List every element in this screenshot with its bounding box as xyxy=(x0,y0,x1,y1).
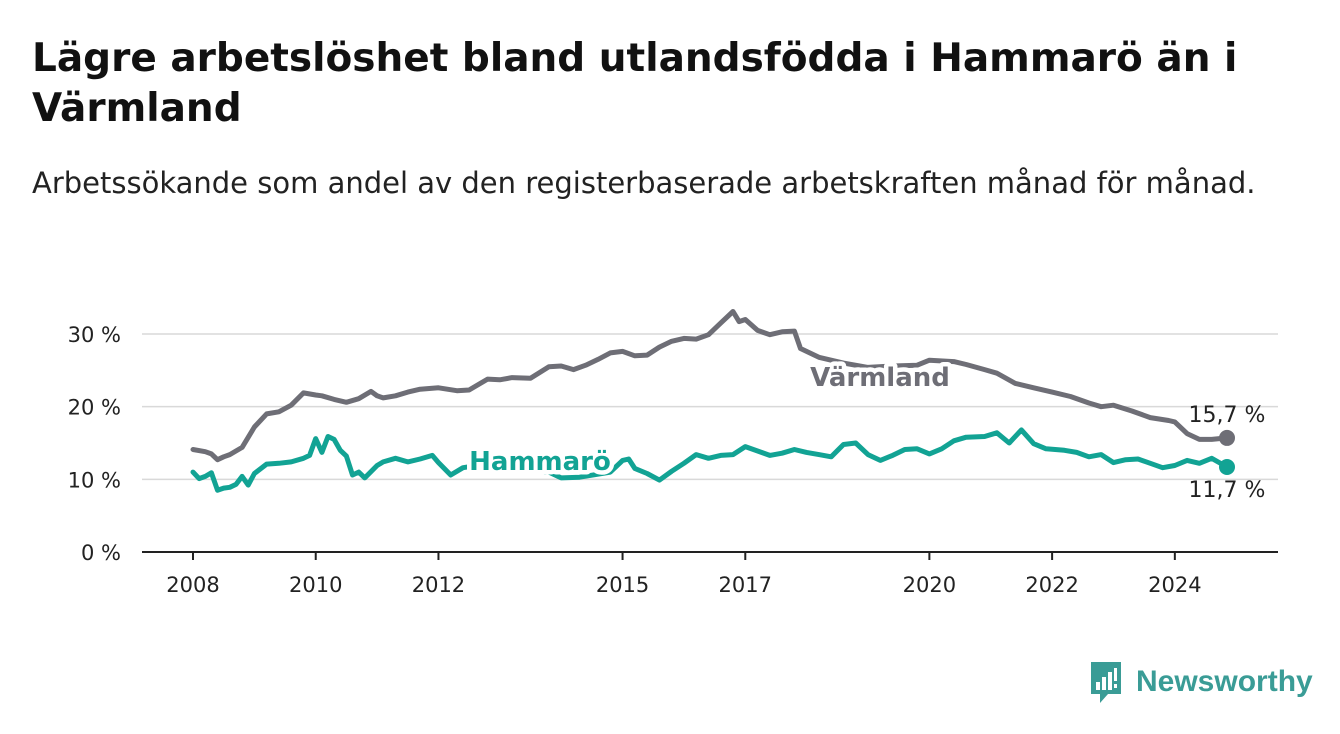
y-tick-label: 20 % xyxy=(68,396,121,420)
x-tick-label: 2012 xyxy=(412,573,465,597)
x-axis: 2008 2010 2012 2015 2017 2020 2022 2024 xyxy=(142,551,1278,597)
series-name-label-varmland: Värmland xyxy=(810,363,950,393)
series-labels: Värmland Hammarö 15,7 % 11,7 % xyxy=(465,359,1266,504)
series-line-hammaro xyxy=(190,427,1230,493)
series-line-varmland xyxy=(190,309,1230,463)
x-tick-label: 2017 xyxy=(719,573,772,597)
newsworthy-logo-text: Newsworthy xyxy=(1136,665,1313,698)
newsworthy-logo[interactable]: Newsworthy xyxy=(1088,660,1313,704)
series-end-point-hammaro xyxy=(1219,458,1235,475)
x-tick-label: 2015 xyxy=(596,573,649,597)
series-end-point-varmland xyxy=(1219,429,1235,446)
x-tick-label: 2022 xyxy=(1025,573,1078,597)
x-tick-label: 2008 xyxy=(166,573,219,597)
series-name-label-hammaro: Hammarö xyxy=(469,447,611,477)
x-tick-label: 2010 xyxy=(289,573,342,597)
end-value-label-varmland: 15,7 % xyxy=(1189,403,1266,428)
x-tick-label: 2020 xyxy=(903,573,956,597)
newsworthy-logo-icon xyxy=(1091,662,1121,703)
y-tick-label: 10 % xyxy=(68,468,121,492)
chart-title: Lägre arbetslöshet bland utlandsfödda i … xyxy=(32,36,1238,131)
series-lines xyxy=(190,309,1235,493)
x-tick-label: 2024 xyxy=(1148,573,1201,597)
end-value-label-hammaro: 11,7 % xyxy=(1189,478,1266,503)
y-tick-label: 0 % xyxy=(81,541,121,565)
chart-subtitle: Arbetssökande som andel av den registerb… xyxy=(32,166,1256,200)
y-tick-label: 30 % xyxy=(68,323,121,347)
y-axis-ticks: 0 % 10 % 20 % 30 % xyxy=(68,323,121,565)
